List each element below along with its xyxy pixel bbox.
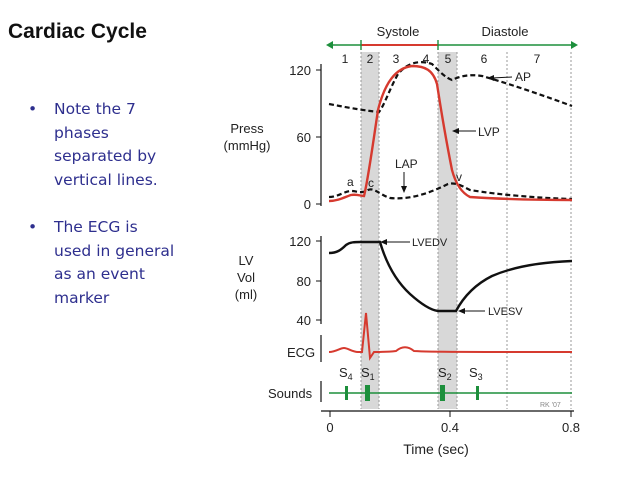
s1-subscript: 1 [370,372,375,382]
a-wave-label: a [347,175,354,189]
s2-subscript: 2 [447,372,452,382]
s1-mark [365,385,370,401]
bullet-line: used in general [54,241,175,260]
volume-ylabel: LV [239,253,254,268]
ap-label-line [491,76,513,79]
phase-number: 6 [481,52,488,66]
time-axis-label: Time (sec) [403,441,469,457]
left-ventricular-pressure-curve [328,64,573,203]
phase-bar: Systole Diastole 1 2 3 4 5 6 7 [326,24,578,66]
left-arrowhead [326,41,333,49]
lvedv-label: LVEDV [412,237,448,249]
s3-letter: S [469,365,478,380]
lvp-arrowhead [452,128,459,134]
volume-tick-label: 80 [297,274,311,289]
time-tick-label: 0.4 [441,420,459,435]
s2-mark [440,385,445,401]
bullet-phases: Note the 7 phases separated by vertical … [28,98,213,192]
bullet-line: vertical lines. [54,170,158,189]
phase-number: 7 [534,52,541,66]
slide-title: Cardiac Cycle [8,20,147,43]
time-tick-label: 0 [326,420,333,435]
s4-mark [345,386,348,400]
volume-tick-label: 40 [297,313,311,328]
bullet-line: as an event [54,265,145,283]
pressure-tick-label: 120 [289,63,311,78]
bullet-line: The ECG is [54,218,138,236]
phase-number: 2 [367,52,374,66]
volume-ylabel: Vol [237,270,255,285]
phase-number: 4 [423,52,430,66]
s4-letter: S [339,365,348,380]
ecg-label: ECG [287,345,315,360]
s1-letter: S [361,365,370,380]
ap-label: AP [515,70,531,84]
lvesv-arrowhead [458,308,465,314]
phase-number: 1 [342,52,349,66]
right-arrowhead [571,41,578,49]
volume-tick-label: 120 [289,234,311,249]
ecg-trace [328,312,573,361]
s4-label: S4 [339,365,353,382]
diastole-label: Diastole [482,24,529,39]
lap-label: LAP [395,157,418,171]
sounds-label: Sounds [268,386,313,401]
time-axis: 0 0.4 0.8 Time (sec) [321,410,580,457]
bullet-line: separated by [54,147,157,165]
pressure-ylabel: (mmHg) [224,138,271,153]
s1-label: S1 [361,365,375,382]
volume-ylabel: (ml) [235,287,257,302]
s2-label: S2 [438,365,452,382]
lvesv-label: LVESV [488,306,523,318]
credit-label: RK '07 [540,402,561,409]
lvedv-arrowhead [380,239,387,245]
pressure-tick-label: 60 [297,130,311,145]
ecg-panel: ECG [287,312,573,362]
lv-volume-curve [328,240,573,313]
ap-arrowhead [487,75,494,81]
v-wave-label: v [456,170,462,184]
phase-separators [360,52,572,409]
s3-label: S3 [469,365,483,382]
sounds-panel: Sounds S4 S1 S2 S3 RK '07 [268,365,572,409]
s3-subscript: 3 [478,372,483,382]
phase-number: 3 [393,52,400,66]
left-atrial-pressure-curve [328,182,573,201]
pressure-tick-label: 0 [304,197,311,212]
systole-label: Systole [377,24,420,39]
bullet-line: Note the 7 [54,100,136,118]
c-wave-label: c [368,176,374,190]
pressure-ylabel: Press [230,121,264,136]
isovolumic-relaxation-band [438,52,457,409]
lap-arrowhead [401,186,407,193]
s2-letter: S [438,365,447,380]
volume-panel: LV Vol (ml) 120 80 40 LVEDV LVESV [235,234,573,328]
bullet-list: Note the 7 phases separated by vertical … [28,98,213,334]
time-tick-label: 0.8 [562,420,580,435]
bullet-line: phases [54,123,109,142]
pressure-panel: Press (mmHg) 120 60 0 AP LVP LAP a c v [224,61,573,212]
bullet-ecg: The ECG is used in general as an event m… [28,216,213,310]
phase-number: 5 [445,52,452,66]
lvp-label: LVP [478,125,500,139]
s4-subscript: 4 [348,372,353,382]
bullet-line: marker [54,288,110,307]
s3-mark [476,386,479,400]
